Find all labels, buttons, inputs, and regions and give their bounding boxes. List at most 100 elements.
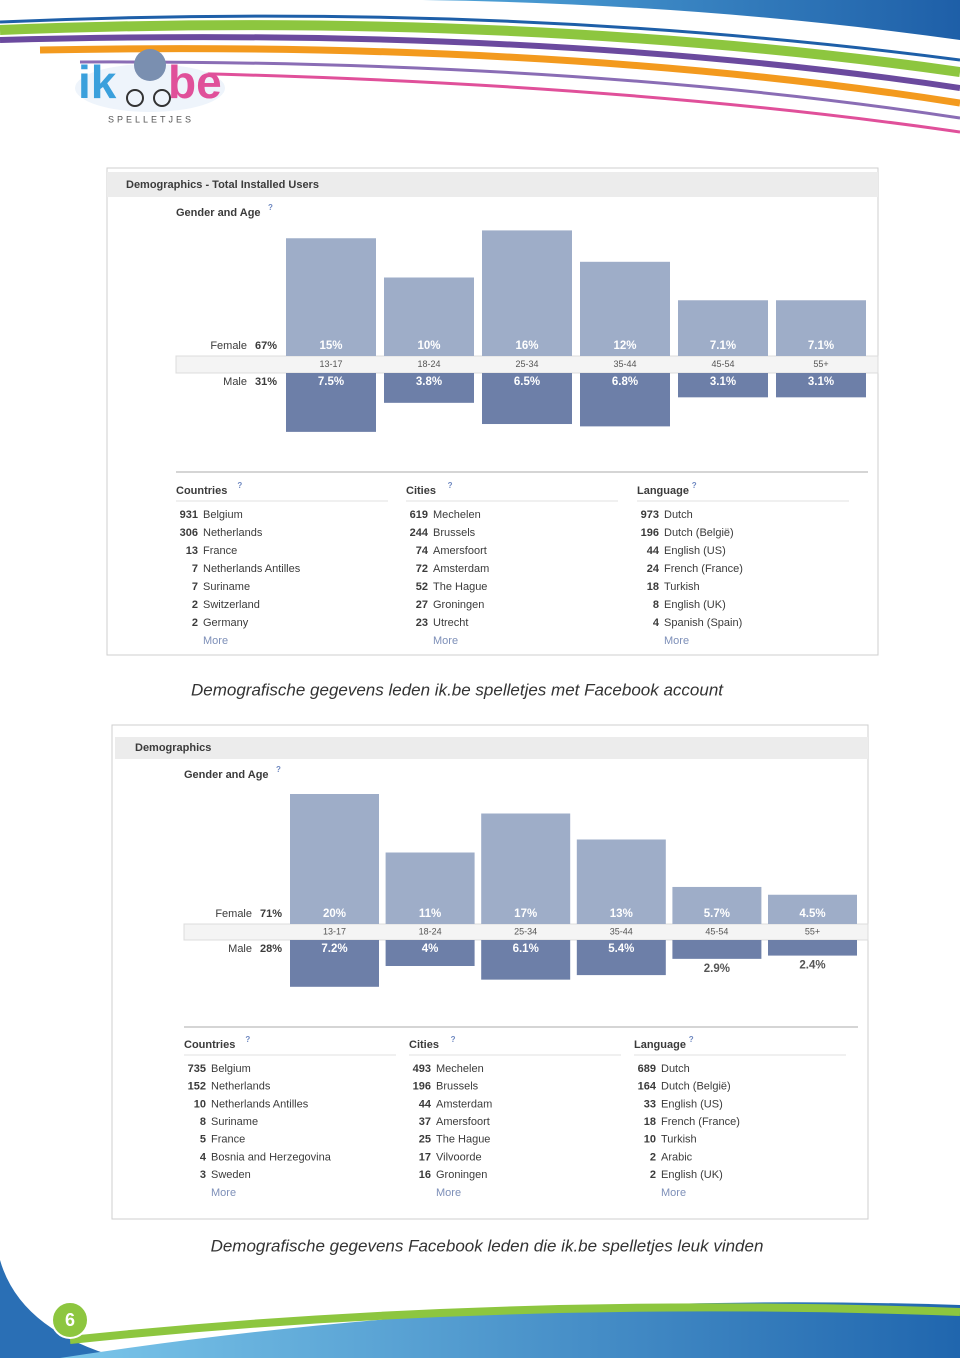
logo-left: ik [78,56,117,108]
help-mark: ? [692,481,697,490]
item-name: Sweden [211,1169,251,1181]
male-bar [385,940,475,966]
item-name: Belgium [203,509,243,521]
item-name: Utrecht [433,617,468,629]
list-heading: Language [637,485,689,497]
item-count: 23 [416,617,428,629]
female-bar [290,794,379,924]
item-count: 689 [638,1063,656,1075]
item-count: 4 [200,1151,207,1163]
male-value-label: 6.1% [513,943,539,955]
section-heading: Gender and Age [176,207,261,219]
list-heading: Language [634,1039,686,1051]
male-bar [672,940,762,959]
item-name: Dutch [661,1063,690,1075]
item-name: Turkish [661,1134,697,1146]
female-value-label: 13% [610,908,633,920]
female-bar [678,300,768,356]
list-heading: Cities [406,485,436,497]
item-count: 10 [644,1134,656,1146]
male-total: 28% [260,943,282,955]
item-name: Mechelen [433,509,481,521]
logo-tagline: SPELLETJES [108,114,194,124]
item-name: Arabic [661,1151,693,1163]
item-count: 44 [647,545,660,557]
female-bar [768,894,857,924]
item-count: 619 [410,509,428,521]
item-name: English (US) [664,545,726,557]
age-label: 35-44 [610,926,633,936]
panel-title-bar [107,172,878,197]
item-name: Netherlands [211,1081,271,1093]
more-link[interactable]: More [203,635,228,647]
female-label: Female [210,340,247,352]
demographics-panel: Demographics Gender and Age ? 20% 13-17 7.2% 1… [111,724,869,1220]
female-value-label: 7.1% [710,340,736,352]
item-count: 7 [192,581,198,593]
item-name: Dutch [664,509,693,521]
item-name: The Hague [433,581,487,593]
header-decoration [0,0,960,134]
female-value-label: 15% [319,340,342,352]
age-label: 13-17 [323,926,346,936]
item-name: Mechelen [436,1063,484,1075]
more-link[interactable]: More [664,635,689,647]
help-mark: ? [237,481,242,490]
female-value-label: 16% [515,340,538,352]
male-value-label: 3.1% [710,376,736,388]
item-count: 152 [188,1081,206,1093]
item-count: 3 [200,1169,206,1181]
male-bar [384,373,474,403]
age-label: 45-54 [705,926,728,936]
more-link[interactable]: More [211,1187,236,1199]
item-count: 2 [650,1151,656,1163]
more-link[interactable]: More [436,1187,461,1199]
item-count: 17 [419,1151,431,1163]
item-name: Vilvoorde [436,1151,482,1163]
item-count: 13 [186,545,198,557]
male-value-label: 2.9% [704,963,730,975]
male-bar [678,373,768,398]
age-label: 55+ [813,359,828,369]
more-link[interactable]: More [661,1187,686,1199]
age-label: 13-17 [319,359,342,369]
panel-title-bar [115,737,868,759]
item-count: 306 [180,527,198,539]
item-count: 735 [188,1063,206,1075]
item-name: Dutch (België) [664,527,734,539]
male-bar [776,373,866,398]
male-value-label: 6.8% [612,376,638,388]
female-label: Female [215,908,252,920]
list-heading: Countries [184,1039,235,1051]
male-total: 31% [255,376,277,388]
item-count: 16 [419,1169,431,1181]
more-link[interactable]: More [433,635,458,647]
male-label: Male [228,943,252,955]
item-name: Switzerland [203,599,260,611]
female-value-label: 12% [613,340,636,352]
caption: Demografische gegevens Facebook leden di… [211,1236,764,1255]
age-label: 45-54 [711,359,734,369]
item-name: French (France) [664,563,743,575]
female-bar [576,839,666,924]
item-name: Belgium [211,1063,251,1075]
male-value-label: 6.5% [514,376,540,388]
item-count: 493 [413,1063,431,1075]
male-bar [290,940,379,987]
item-count: 5 [200,1134,206,1146]
page-number: 6 [65,1310,75,1330]
item-name: Suriname [211,1116,258,1128]
demographics-panel: Demographics - Total Installed Users Gend… [106,167,879,656]
female-value-label: 10% [417,340,440,352]
item-name: Groningen [433,599,484,611]
age-label: 18-24 [417,359,440,369]
female-value-label: 4.5% [799,908,825,920]
item-name: English (US) [661,1098,723,1110]
panel-title: Demographics [135,742,211,754]
logo: ik be SPELLETJES [75,49,225,124]
female-bar [580,261,670,356]
male-bar [481,940,571,980]
female-value-label: 20% [323,908,346,920]
item-name: Amsterdam [433,563,489,575]
